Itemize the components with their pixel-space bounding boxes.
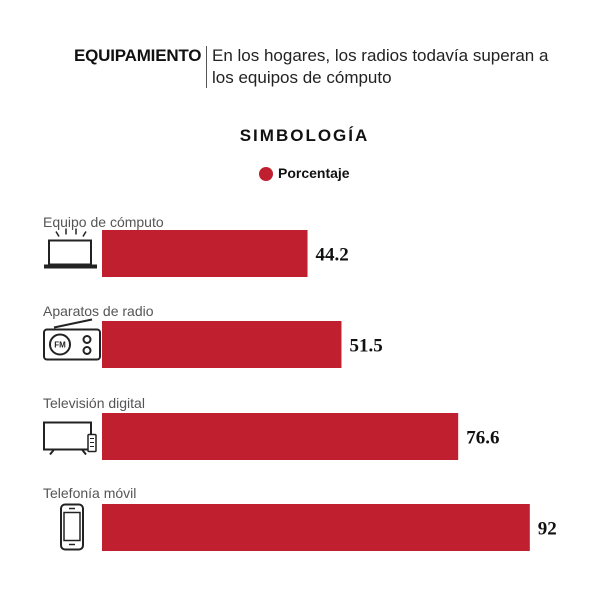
value-label: 44.2 [316,245,349,266]
svg-text:FM: FM [54,341,66,350]
category-label: Equipo de cómputo [43,214,164,230]
value-label: 51.5 [349,336,382,357]
legend-swatch [259,167,273,181]
section-kicker: EQUIPAMIENTO [74,46,202,65]
bar [102,230,308,277]
bar [102,504,530,551]
value-label: 92 [538,519,557,540]
header: EQUIPAMIENTO En los hogares, los radios … [0,42,609,92]
legend-title: SIMBOLOGÍA [239,126,370,145]
header-divider [206,46,207,88]
value-label: 76.6 [466,428,499,449]
legend-label: Porcentaje [278,165,350,181]
tv-icon [43,421,97,456]
laptop-icon [44,228,97,269]
chart-subtitle: En los hogares, los radios todavía super… [212,46,549,87]
category-label: Telefonía móvil [43,485,136,501]
radio-icon: FM [43,318,101,361]
category-label: Televisión digital [43,395,145,411]
bar [102,321,342,368]
smartphone-icon [60,503,84,551]
category-label: Aparatos de radio [43,303,154,319]
bar [102,413,459,460]
